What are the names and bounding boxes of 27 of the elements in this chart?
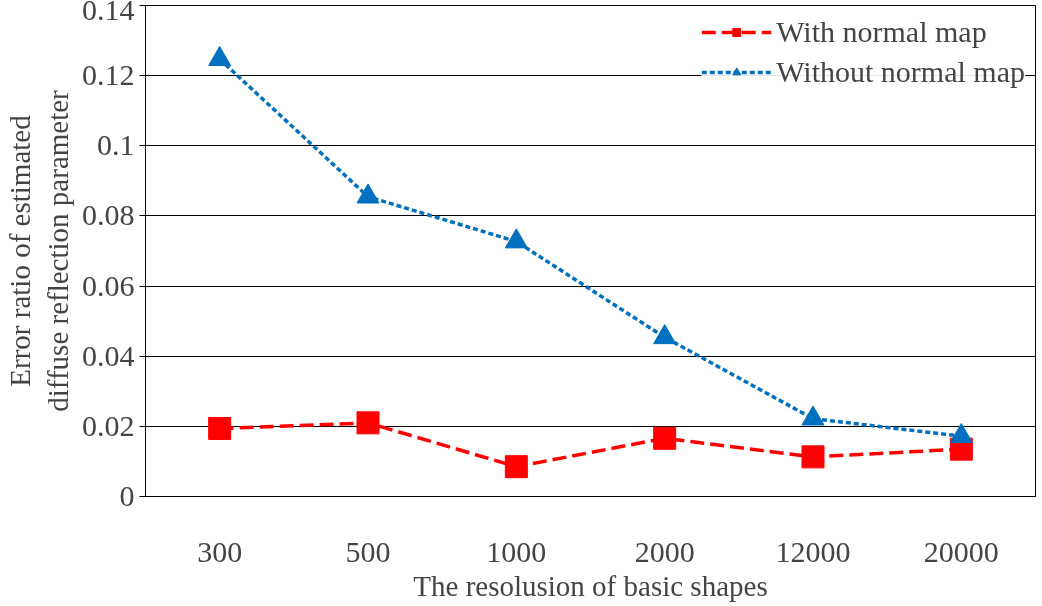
- point: [653, 426, 677, 450]
- point: [356, 183, 380, 204]
- y-tick-label: 0.04: [82, 338, 135, 372]
- y-tick-label: 0.12: [82, 58, 135, 92]
- y-tick-label: 0.1: [97, 128, 135, 162]
- x-tick-label: 20000: [923, 534, 999, 568]
- y-tick-label: 0.02: [82, 408, 135, 442]
- y-tick-label: 0.14: [82, 0, 135, 26]
- y-tick-label: 0.08: [82, 198, 135, 232]
- point: [801, 445, 825, 469]
- x-tick-label: 2000: [634, 534, 695, 568]
- y-tick-label: 0.06: [82, 268, 135, 302]
- point: [653, 324, 677, 345]
- x-tick-label: 12000: [775, 534, 851, 568]
- y-axis-title: Error ratio of estimated diffuse reflection parameter: [3, 89, 74, 412]
- point: [208, 416, 232, 440]
- point: [504, 455, 528, 479]
- point: [208, 45, 232, 67]
- x-tick-label: 300: [197, 534, 243, 568]
- legend-label: Without normal map: [776, 55, 1025, 89]
- x-axis-title: The resolusion of basic shapes: [413, 569, 768, 602]
- x-tick-label: 500: [345, 534, 391, 568]
- legend-label: With normal map: [776, 15, 987, 49]
- point: [504, 228, 528, 249]
- point: [356, 411, 380, 435]
- y-tick-label: 0: [119, 479, 135, 512]
- x-tick-label: 1000: [486, 534, 547, 568]
